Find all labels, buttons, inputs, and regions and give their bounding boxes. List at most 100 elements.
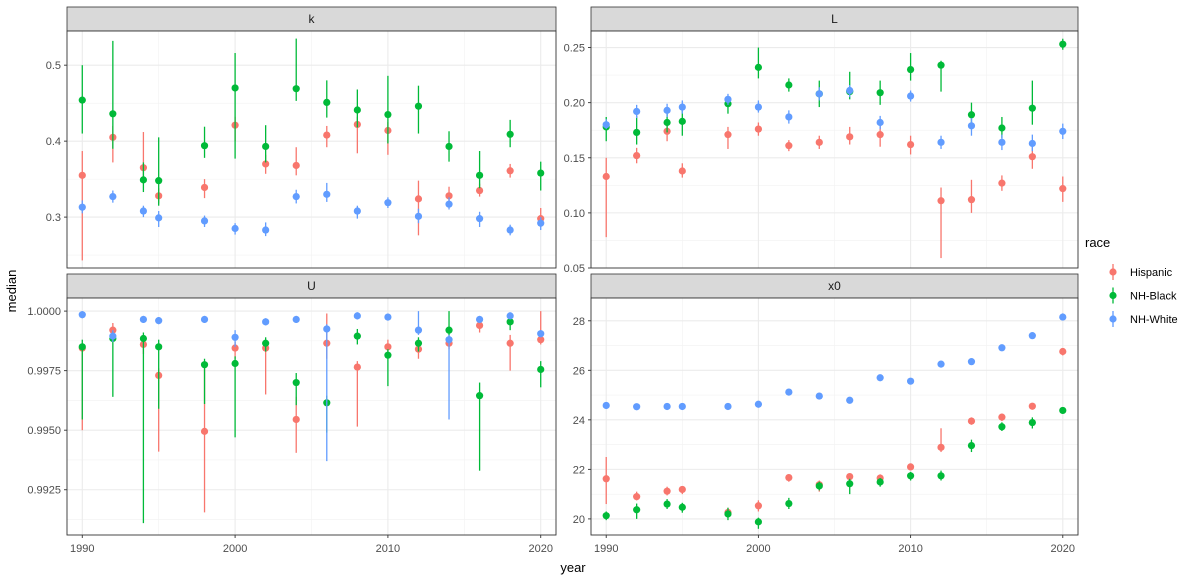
data-point (445, 142, 453, 151)
data-point (414, 339, 423, 347)
panel-border (66, 297, 557, 536)
data-point (937, 443, 945, 451)
data-point (537, 169, 545, 177)
y-tick-label: 0.4 (46, 136, 61, 148)
data-point (200, 315, 209, 324)
data-point (155, 343, 163, 351)
series-nh-white (602, 85, 1067, 152)
panel-k: k 0.3 0.4 0.5 (46, 6, 557, 269)
data-point (785, 81, 793, 89)
legend-key-point (1109, 268, 1117, 276)
data-point (967, 358, 976, 366)
y-tick-label: 0.15 (564, 153, 585, 165)
data-point (1028, 104, 1036, 112)
data-point (846, 472, 854, 481)
data-point (846, 86, 854, 95)
y-axis-label: median (4, 270, 19, 313)
data-point (876, 131, 884, 139)
x-tick-label: 2010 (376, 543, 400, 555)
data-point (633, 403, 641, 411)
data-point (998, 344, 1006, 352)
data-point (262, 226, 270, 234)
data-point (200, 142, 209, 150)
data-point (1059, 347, 1067, 356)
data-point (846, 133, 854, 141)
data-point (78, 311, 86, 319)
data-point (602, 512, 610, 520)
x-tick-label: 2020 (1051, 543, 1075, 555)
data-point (155, 214, 163, 222)
series-nh-white (78, 182, 545, 237)
data-point (663, 487, 671, 495)
data-point (967, 111, 976, 119)
data-point (724, 95, 732, 103)
data-point (200, 217, 209, 225)
data-point (663, 402, 671, 411)
y-tick-label: 0.05 (564, 263, 585, 275)
data-point (231, 84, 239, 92)
data-point (139, 334, 148, 343)
data-point (1059, 40, 1067, 48)
data-point (1028, 418, 1036, 427)
legend-label: NH-Black (1130, 291, 1177, 303)
data-point (353, 332, 361, 340)
data-point (1028, 402, 1036, 410)
x-tick-label: 1990 (594, 543, 618, 555)
panel-strip-label: L (831, 12, 838, 26)
data-point (967, 417, 976, 425)
panel-L: L 0.05 0.10 0.15 0.20 0.25 (564, 6, 1079, 275)
legend-entry-nh-black: NH-Black (1109, 287, 1177, 304)
data-point (602, 475, 610, 483)
y-tick-label: 0.25 (564, 43, 585, 55)
legend: race Hispanic NH-Black NH-White (1085, 235, 1178, 327)
data-point (846, 396, 854, 404)
data-point (109, 110, 117, 118)
data-point (353, 207, 361, 215)
data-point (231, 359, 239, 368)
data-point (537, 336, 545, 344)
panel-strip-label: x0 (828, 279, 841, 293)
data-point (967, 441, 976, 450)
data-point (155, 177, 163, 185)
data-point (846, 480, 854, 488)
y-tick-label: 0.5 (46, 60, 61, 72)
panels-layer: k 0.3 0.4 0.5 L 0.05 0.10 0.15 0.20 0.25 U 0.9925 0.… (27, 6, 1079, 555)
y-tick-label: 0.9925 (27, 485, 61, 497)
data-point (445, 336, 453, 344)
data-point (998, 423, 1006, 431)
data-point (78, 203, 86, 211)
data-point (292, 85, 300, 93)
x-tick-label: 1990 (70, 543, 94, 555)
data-point (663, 118, 671, 127)
data-point (139, 176, 148, 184)
data-point (998, 138, 1006, 146)
data-point (754, 63, 763, 71)
series-nh-black (78, 38, 545, 206)
panel-border (590, 30, 1079, 269)
series-nh-black (602, 406, 1067, 529)
y-tick-label: 0.3 (46, 212, 61, 224)
data-point (633, 506, 641, 514)
legend-label: NH-White (1130, 314, 1178, 326)
data-point (815, 482, 823, 490)
series-nh-white (602, 313, 1067, 411)
data-point (353, 106, 361, 114)
data-point (1059, 127, 1067, 135)
data-point (155, 317, 163, 325)
data-point (200, 427, 209, 435)
data-point (414, 326, 423, 334)
panel-U: U 0.9925 0.9950 0.9975 1.0000 1990 2000 2010 202… (27, 273, 557, 555)
data-point (537, 330, 545, 338)
data-point (200, 361, 209, 369)
data-point (384, 110, 392, 119)
data-point (678, 402, 686, 411)
data-point (815, 392, 823, 400)
x-tick-label: 2020 (528, 543, 552, 555)
data-point (876, 89, 884, 97)
data-point (602, 172, 610, 181)
data-point (754, 125, 763, 133)
data-point (633, 151, 641, 160)
y-tick-label: 22 (573, 464, 585, 476)
data-point (937, 360, 945, 368)
data-point (475, 215, 484, 223)
